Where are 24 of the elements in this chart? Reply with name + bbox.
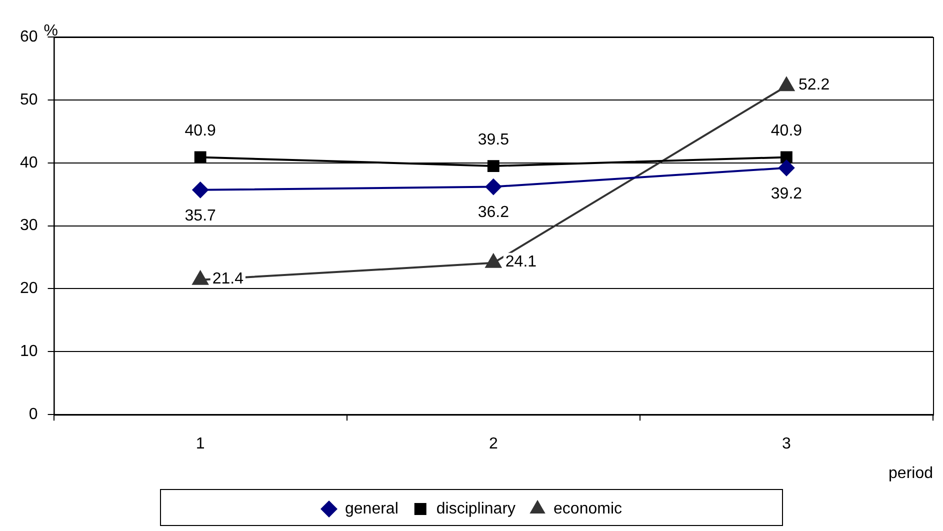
data-label: 21.4: [212, 270, 244, 288]
x-tick-label: 2: [488, 436, 498, 453]
x-tick-label: 3: [782, 436, 792, 453]
y-tick-label: 50: [20, 91, 38, 108]
data-label: 35.7: [184, 207, 216, 224]
legend-label: general: [345, 500, 398, 518]
legend-label: economic: [554, 500, 622, 518]
y-tick-label: 10: [20, 343, 38, 360]
data-label: 40.9: [184, 122, 216, 140]
data-label: 40.9: [770, 122, 802, 140]
data-label: 24.1: [505, 253, 537, 270]
y-axis-title: %: [44, 22, 58, 40]
legend-label: disciplinary: [436, 500, 516, 518]
y-tick-label: 40: [20, 154, 38, 172]
data-label: 39.2: [770, 185, 802, 202]
y-tick-label: 0: [28, 406, 38, 424]
data-label: 36.2: [478, 204, 510, 222]
y-tick-label: 60: [20, 28, 38, 46]
x-axis-title: period: [888, 464, 933, 482]
y-tick-label: 20: [20, 280, 38, 298]
x-tick-label: 1: [196, 436, 205, 453]
data-label: 52.2: [798, 76, 830, 94]
y-tick-label: 30: [20, 217, 38, 234]
data-label: 39.5: [478, 131, 510, 148]
